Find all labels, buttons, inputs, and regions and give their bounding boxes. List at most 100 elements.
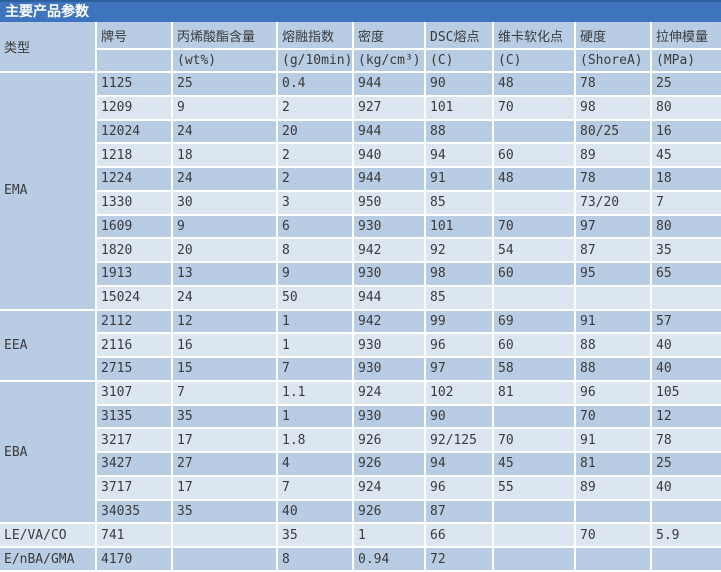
table-cell: 91 xyxy=(574,308,652,335)
table-cell: 18 xyxy=(171,142,278,168)
table-row: 1609 9 6 930 101 70 97 80 xyxy=(0,213,721,240)
table-row: 3427 27 4 926 94 45 81 25 xyxy=(0,451,721,477)
table-cell: 105 xyxy=(650,379,721,406)
table-cell: 20 xyxy=(276,118,354,145)
table-row: 1218 18 2 940 94 60 89 45 xyxy=(0,142,721,168)
table-cell: 2116 xyxy=(96,332,173,358)
table-cell: 48 xyxy=(492,71,576,97)
column-unit-grade xyxy=(96,48,173,73)
table-cell: 70 xyxy=(492,427,576,453)
table-cell: 96 xyxy=(574,379,652,406)
table-cell: 20 xyxy=(171,237,278,263)
table-cell: 69 xyxy=(492,308,576,335)
table-cell: 1.8 xyxy=(276,427,354,453)
column-unit-acrylate-content: (wt%) xyxy=(171,48,278,73)
table-cell: 2 xyxy=(276,166,354,192)
table-cell xyxy=(492,498,576,525)
table-cell: 70 xyxy=(492,213,576,240)
table-row: 3135 35 1 930 90 70 12 xyxy=(0,403,721,430)
table-cell: 8 xyxy=(276,237,354,263)
table-cell: 3135 xyxy=(96,403,173,430)
table-cell xyxy=(492,522,576,548)
table-cell: 3427 xyxy=(96,451,173,477)
table-cell: 96 xyxy=(424,474,494,501)
table-row: EMA 1125 25 0.4 944 90 48 78 25 xyxy=(0,71,721,311)
table-cell: 34035 xyxy=(96,498,173,525)
table-cell: 7 xyxy=(650,189,721,216)
table-cell: 924 xyxy=(352,474,426,501)
table-cell: 80/25 xyxy=(574,118,652,145)
table-cell: 930 xyxy=(352,403,426,430)
table-cell xyxy=(574,498,652,525)
table-cell xyxy=(492,118,576,145)
table-cell: 12024 xyxy=(96,118,173,145)
table-cell: 741 xyxy=(95,522,173,548)
table-cell: 1 xyxy=(276,403,354,430)
table-cell: 72 xyxy=(424,546,494,572)
table-cell: 58 xyxy=(492,356,576,382)
column-unit-dsc-melting-point: (C) xyxy=(424,48,494,73)
table-cell: 25 xyxy=(650,71,721,97)
table-cell: 930 xyxy=(352,356,426,382)
table-cell: 930 xyxy=(352,332,426,358)
table-cell: 94 xyxy=(424,451,494,477)
table-cell: 6 xyxy=(276,213,354,240)
table-cell xyxy=(650,284,721,311)
table-cell: 90 xyxy=(424,71,494,97)
table-cell: 81 xyxy=(492,379,576,406)
table-cell: 80 xyxy=(650,213,721,240)
table-cell: 87 xyxy=(574,237,652,263)
table-cell: 4170 xyxy=(95,546,173,572)
table-cell: 25 xyxy=(650,451,721,477)
table-cell: 5.9 xyxy=(650,522,721,548)
table-cell: 1609 xyxy=(96,213,173,240)
type-cell: EMA xyxy=(0,71,97,311)
table-cell: 17 xyxy=(171,474,278,501)
table-cell: 94 xyxy=(424,142,494,168)
table-cell: 40 xyxy=(650,474,721,501)
table-row: E/nBA/GMA 4170 8 0.94 72 xyxy=(0,546,721,572)
table-cell: 81 xyxy=(574,451,652,477)
table-cell: 78 xyxy=(574,166,652,192)
column-header-melt-index: 熔融指数 xyxy=(276,22,354,50)
table-cell: 7 xyxy=(276,356,354,382)
table-cell: 70 xyxy=(574,403,652,430)
table-cell: 1218 xyxy=(96,142,173,168)
table-cell: 927 xyxy=(352,94,426,121)
table-cell: 30 xyxy=(171,189,278,216)
table-row: 1224 24 2 944 91 48 78 18 xyxy=(0,166,721,192)
column-header-tensile-modulus: 拉伸模量 xyxy=(650,22,721,50)
table-cell: 1 xyxy=(352,522,426,548)
table-cell: 97 xyxy=(574,213,652,240)
table-cell: 57 xyxy=(650,308,721,335)
column-header-grade: 牌号 xyxy=(95,22,173,50)
table-cell: 3217 xyxy=(96,427,173,453)
column-header-acrylate-content: 丙烯酸酯含量 xyxy=(171,22,278,50)
table-cell: 54 xyxy=(492,237,576,263)
table-cell: 2 xyxy=(276,94,354,121)
table-cell: 85 xyxy=(424,189,494,216)
column-unit-melt-index: (g/10min) xyxy=(276,48,354,73)
column-header-density: 密度 xyxy=(352,22,426,50)
table-cell xyxy=(492,546,576,572)
table-cell: 80 xyxy=(650,94,721,121)
table-cell: 102 xyxy=(424,379,494,406)
table-cell: 16 xyxy=(650,118,721,145)
table-cell: 2 xyxy=(276,142,354,168)
table-cell: 40 xyxy=(276,498,354,525)
table-cell xyxy=(574,284,652,311)
table-cell: 65 xyxy=(650,261,721,287)
column-header-vicat-softening-point: 维卡软化点 xyxy=(492,22,576,50)
table-cell xyxy=(492,403,576,430)
table-cell: 944 xyxy=(352,166,426,192)
table-row: 2715 15 7 930 97 58 88 40 xyxy=(0,356,721,382)
table-cell: 16 xyxy=(171,332,278,358)
table-cell: 101 xyxy=(424,213,494,240)
table-cell: 66 xyxy=(424,522,494,548)
column-unit-tensile-modulus: (MPa) xyxy=(650,48,721,73)
table-cell: 18 xyxy=(650,166,721,192)
table-cell: 88 xyxy=(574,332,652,358)
table-cell: 942 xyxy=(352,308,426,335)
table-cell: 88 xyxy=(574,356,652,382)
table-cell: 98 xyxy=(424,261,494,287)
